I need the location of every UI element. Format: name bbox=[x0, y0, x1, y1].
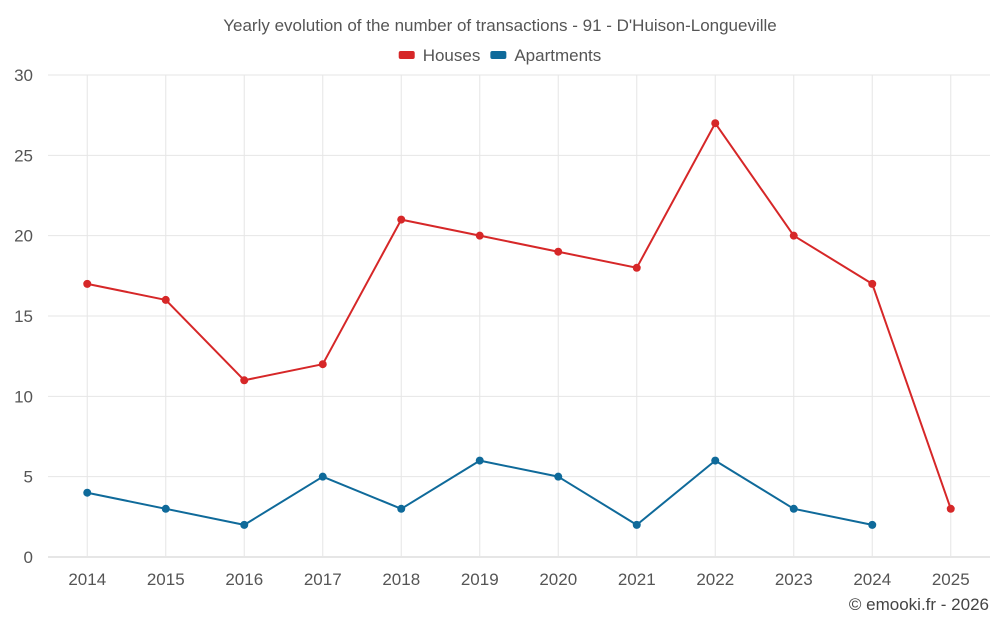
series-line-houses bbox=[87, 122, 952, 510]
y-tick-label: 15 bbox=[14, 307, 33, 326]
data-point-houses[interactable] bbox=[946, 504, 955, 513]
x-tick-label: 2022 bbox=[696, 570, 734, 589]
legend-swatch bbox=[490, 51, 507, 59]
x-tick-label: 2019 bbox=[461, 570, 499, 589]
y-tick-label: 25 bbox=[14, 146, 33, 165]
x-tick-label: 2020 bbox=[539, 570, 577, 589]
x-tick-label: 2023 bbox=[775, 570, 813, 589]
data-point-apartments[interactable] bbox=[789, 504, 798, 513]
data-point-apartments[interactable] bbox=[397, 504, 406, 513]
y-tick-label: 30 bbox=[14, 66, 33, 85]
legend-label: Apartments bbox=[514, 46, 601, 65]
data-point-apartments[interactable] bbox=[632, 520, 641, 529]
data-point-apartments[interactable] bbox=[711, 456, 720, 465]
data-point-apartments[interactable] bbox=[475, 456, 484, 465]
y-tick-label: 20 bbox=[14, 227, 33, 246]
data-point-houses[interactable] bbox=[711, 119, 720, 128]
x-tick-label: 2018 bbox=[382, 570, 420, 589]
data-point-houses[interactable] bbox=[83, 279, 92, 288]
grid bbox=[48, 74, 990, 558]
y-axis: 0 5 10 15 20 25 30 bbox=[14, 66, 33, 567]
y-tick-label: 0 bbox=[24, 548, 33, 567]
legend-label: Houses bbox=[423, 46, 481, 65]
credit-text: © emooki.fr - 2026 bbox=[849, 595, 989, 614]
data-point-houses[interactable] bbox=[789, 231, 798, 240]
data-point-apartments[interactable] bbox=[83, 488, 92, 497]
x-tick-label: 2021 bbox=[618, 570, 656, 589]
data-point-houses[interactable] bbox=[868, 279, 877, 288]
data-point-apartments[interactable] bbox=[554, 472, 563, 481]
data-point-houses[interactable] bbox=[240, 376, 249, 385]
x-tick-label: 2015 bbox=[147, 570, 185, 589]
data-point-apartments[interactable] bbox=[868, 520, 877, 529]
data-point-apartments[interactable] bbox=[240, 520, 249, 529]
data-point-houses[interactable] bbox=[554, 247, 563, 256]
chart-title: Yearly evolution of the number of transa… bbox=[223, 16, 777, 35]
y-tick-label: 5 bbox=[24, 468, 33, 487]
x-tick-label: 2017 bbox=[304, 570, 342, 589]
data-point-houses[interactable] bbox=[318, 360, 327, 369]
legend: Houses Apartments bbox=[398, 46, 601, 65]
x-tick-label: 2014 bbox=[68, 570, 106, 589]
x-axis: 2014 2015 2016 2017 2018 2019 2020 2021 2022 2023… bbox=[68, 570, 969, 589]
legend-item-apartments[interactable]: Apartments bbox=[490, 46, 601, 65]
x-tick-label: 2016 bbox=[225, 570, 263, 589]
data-point-houses[interactable] bbox=[475, 231, 484, 240]
data-point-apartments[interactable] bbox=[318, 472, 327, 481]
data-point-houses[interactable] bbox=[397, 215, 406, 224]
data-point-houses[interactable] bbox=[161, 295, 170, 304]
data-point-houses[interactable] bbox=[632, 263, 641, 272]
legend-item-houses[interactable]: Houses bbox=[398, 46, 481, 65]
x-tick-label: 2025 bbox=[932, 570, 970, 589]
series-group bbox=[83, 119, 955, 529]
x-tick-label: 2024 bbox=[853, 570, 891, 589]
data-point-apartments[interactable] bbox=[161, 504, 170, 513]
legend-swatch bbox=[398, 51, 415, 59]
y-tick-label: 10 bbox=[14, 387, 33, 406]
